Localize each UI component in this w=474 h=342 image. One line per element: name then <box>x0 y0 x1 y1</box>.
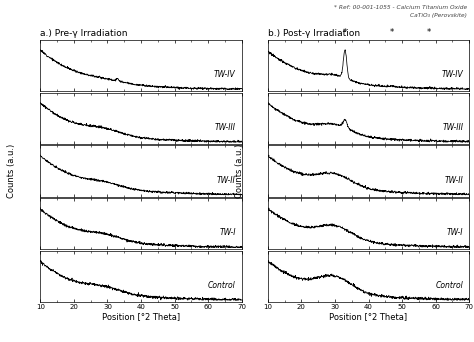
Text: TW-II: TW-II <box>445 176 463 185</box>
Text: b.) Post-γ Irradiation: b.) Post-γ Irradiation <box>268 29 360 38</box>
Text: Control: Control <box>436 281 463 290</box>
Text: Counts (a.u.): Counts (a.u.) <box>8 144 16 198</box>
Text: TW-III: TW-III <box>442 123 463 132</box>
Text: TW-II: TW-II <box>217 176 236 185</box>
Text: TW-I: TW-I <box>447 228 463 237</box>
Text: *: * <box>390 28 394 37</box>
X-axis label: Position [°2 Theta]: Position [°2 Theta] <box>329 312 408 321</box>
Text: TW-IV: TW-IV <box>441 70 463 79</box>
Text: TW-III: TW-III <box>215 123 236 132</box>
Text: *: * <box>343 28 347 37</box>
Text: a.) Pre-γ Irradiation: a.) Pre-γ Irradiation <box>40 29 128 38</box>
Text: TW-IV: TW-IV <box>214 70 236 79</box>
X-axis label: Position [°2 Theta]: Position [°2 Theta] <box>102 312 180 321</box>
Text: * Ref: 00-001-1055 - Calcium Titanium Oxide: * Ref: 00-001-1055 - Calcium Titanium Ox… <box>334 5 467 10</box>
Text: CaTiO₃ (Perovskite): CaTiO₃ (Perovskite) <box>410 13 467 18</box>
Text: Counts (a.u.): Counts (a.u.) <box>235 144 244 198</box>
Text: *: * <box>427 28 431 37</box>
Text: TW-I: TW-I <box>219 228 236 237</box>
Text: Control: Control <box>208 281 236 290</box>
